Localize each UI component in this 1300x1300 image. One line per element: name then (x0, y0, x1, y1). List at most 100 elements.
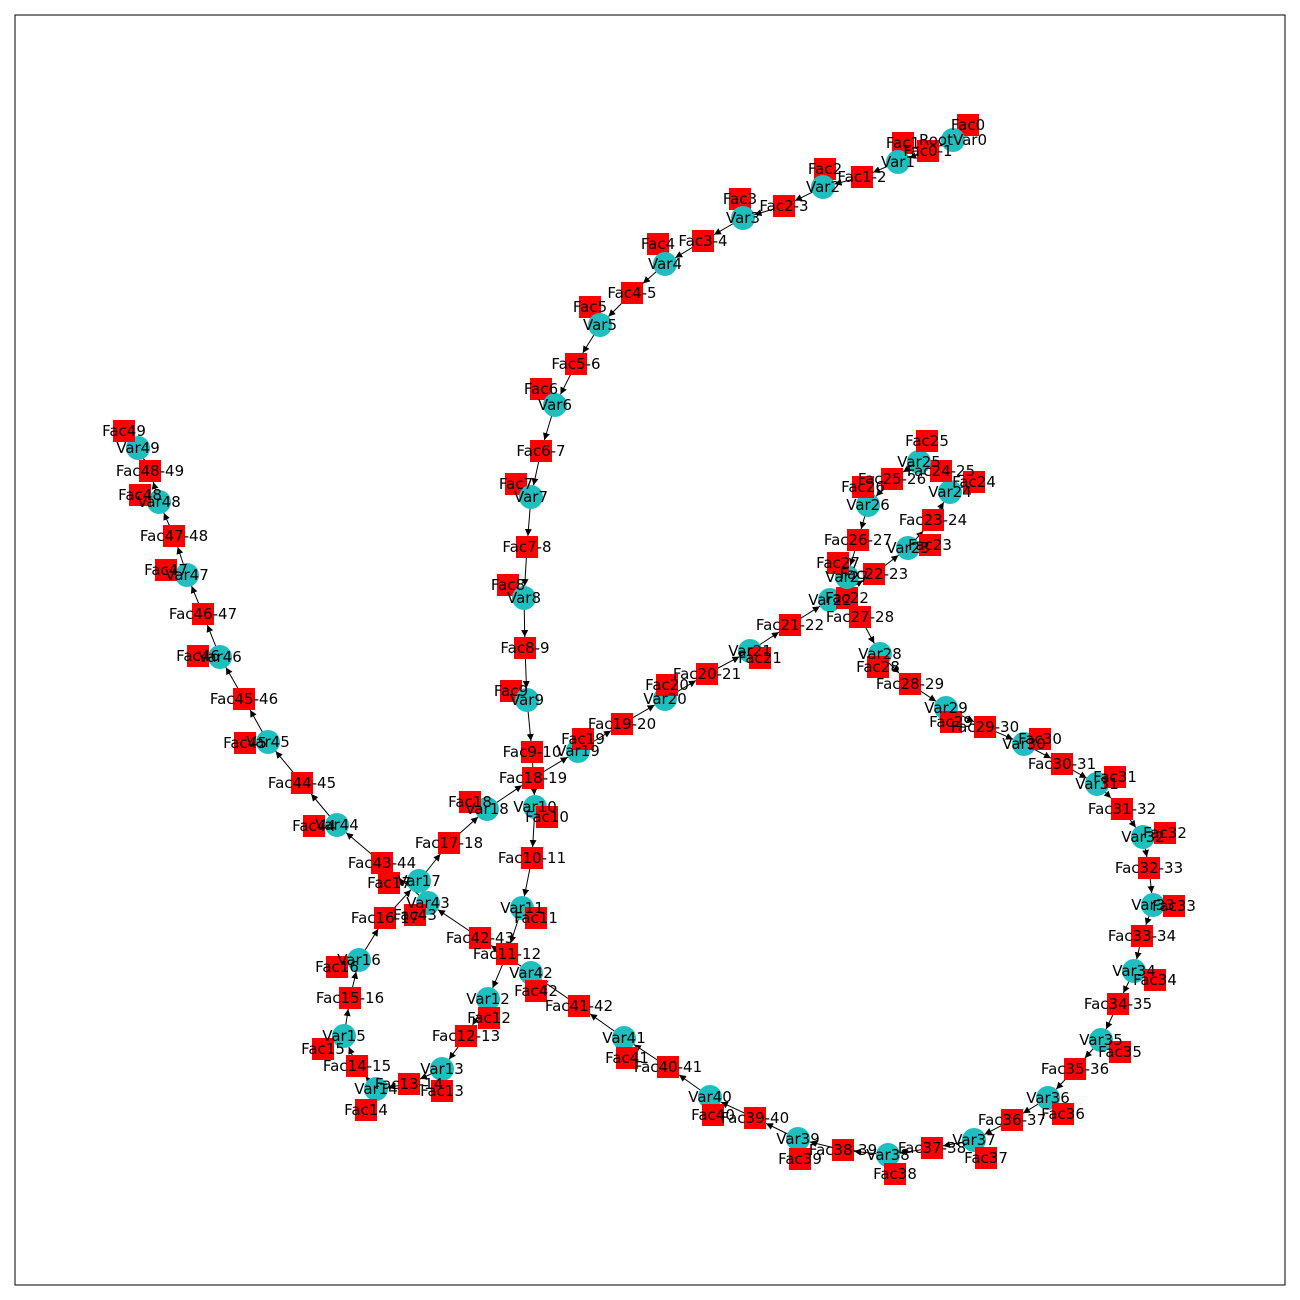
node-label-fac42-43: Fac42-43 (446, 929, 514, 947)
variable-node-var38 (876, 1143, 900, 1167)
node-label-var24: Var24 (928, 483, 972, 501)
factor-node-fac48-49 (139, 460, 161, 482)
factor-node-fac6 (530, 378, 552, 400)
factor-node-fac42 (525, 980, 547, 1002)
node-label-fac3: Fac3 (723, 190, 757, 208)
factor-node-fac27-28 (849, 606, 871, 628)
factor-node-fac13-14 (398, 1073, 420, 1095)
variable-node-var16 (347, 948, 371, 972)
factor-node-fac23-24 (922, 509, 944, 531)
node-label-fac44-45: Fac44-45 (268, 774, 336, 792)
factor-node-fac15-16 (339, 987, 361, 1009)
node-label-fac29-30: Fac29-30 (951, 718, 1019, 736)
node-label-var28: Var28 (858, 645, 902, 663)
node-label-fac48: Fac48 (118, 486, 162, 504)
factor-node-fac26-27 (847, 529, 869, 551)
node-label-fac12-13: Fac12-13 (432, 1027, 500, 1045)
node-label-fac0-1: Fac0-1 (903, 142, 952, 160)
factor-node-fac49 (113, 420, 135, 442)
factor-node-fac3-4 (692, 230, 714, 252)
factor-node-fac18-19 (522, 767, 544, 789)
node-label-fac14: Fac14 (344, 1101, 388, 1119)
factor-node-fac13 (431, 1080, 453, 1102)
node-label-var34: Var34 (1112, 962, 1156, 980)
node-label-fac15-16: Fac15-16 (316, 989, 384, 1007)
factor-node-fac33 (1163, 895, 1185, 917)
node-label-fac43: Fac43 (393, 906, 437, 924)
factor-node-fac18 (459, 791, 481, 813)
factor-node-fac5 (579, 296, 601, 318)
node-label-var4: Var4 (648, 255, 682, 273)
factor-node-fac19-20 (611, 713, 633, 735)
node-label-fac25: Fac25 (905, 432, 949, 450)
variable-node-var45 (256, 730, 280, 754)
node-label-var37: Var37 (952, 1131, 996, 1149)
node-label-var32: Var32 (1121, 828, 1165, 846)
node-label-fac39: Fac39 (778, 1150, 822, 1168)
node-label-fac38-39: Fac38-39 (809, 1141, 877, 1159)
factor-node-fac25 (916, 430, 938, 452)
node-label-var30: Var30 (1002, 735, 1046, 753)
node-label-fac10: Fac10 (525, 808, 569, 826)
factor-node-fac26 (852, 476, 874, 498)
factor-node-fac10 (536, 806, 558, 828)
node-label-var42: Var42 (509, 964, 553, 982)
node-label-var29: Var29 (924, 699, 968, 717)
factor-node-fac8-9 (514, 637, 536, 659)
variable-node-var41 (612, 1026, 636, 1050)
node-label-fac41-42: Fac41-42 (545, 997, 613, 1015)
variable-node-var2 (811, 175, 835, 199)
factor-node-fac29 (940, 711, 962, 733)
nodes-layer (113, 114, 1185, 1185)
node-label-fac30-31: Fac30-31 (1028, 755, 1096, 773)
node-label-fac24-25: Fac24-25 (907, 462, 975, 480)
factor-node-fac8 (497, 574, 519, 596)
node-label-var41: Var41 (602, 1029, 646, 1047)
node-label-var5: Var5 (583, 316, 617, 334)
factor-node-fac37-38 (921, 1137, 943, 1159)
variable-node-var40 (698, 1085, 722, 1109)
factor-node-fac7-8 (516, 536, 538, 558)
factor-node-fac46 (187, 645, 209, 667)
node-label-var46: Var46 (198, 648, 242, 666)
variable-node-var15 (332, 1024, 356, 1048)
factor-node-fac47 (155, 559, 177, 581)
node-label-fac5: Fac5 (573, 298, 607, 316)
node-label-fac36: Fac36 (1041, 1105, 1085, 1123)
node-label-var7: Var7 (514, 488, 548, 506)
factor-node-fac24-25 (930, 460, 952, 482)
node-label-var27: Var27 (825, 568, 869, 586)
node-label-fac3-4: Fac3-4 (678, 232, 727, 250)
node-label-fac21-22: Fac21-22 (756, 616, 824, 634)
factor-node-fac31 (1104, 766, 1126, 788)
node-label-fac46: Fac46 (176, 647, 220, 665)
factor-node-fac1-2 (851, 166, 873, 188)
node-label-fac16: Fac16 (315, 958, 359, 976)
node-label-var20: Var20 (643, 690, 687, 708)
variable-node-var42 (519, 961, 543, 985)
node-label-var14: Var14 (354, 1080, 398, 1098)
node-label-fac30: Fac30 (1018, 730, 1062, 748)
factor-node-fac10-11 (521, 847, 543, 869)
node-label-fac48-49: Fac48-49 (116, 462, 184, 480)
node-label-var1: Var1 (881, 153, 915, 171)
factor-node-fac41 (616, 1047, 638, 1069)
node-label-fac40-41: Fac40-41 (634, 1058, 702, 1076)
node-label-var8: Var8 (507, 589, 541, 607)
factor-node-fac38-39 (832, 1139, 854, 1161)
node-label-fac27: Fac27 (816, 554, 860, 572)
node-label-fac26: Fac26 (841, 478, 885, 496)
factor-node-fac42-43 (469, 927, 491, 949)
factor-node-fac45 (234, 732, 256, 754)
variable-node-var9 (515, 688, 539, 712)
factor-node-fac21-22 (779, 614, 801, 636)
variable-node-var26 (856, 493, 880, 517)
node-label-fac6: Fac6 (524, 380, 558, 398)
node-label-fac42: Fac42 (514, 982, 558, 1000)
node-label-var9: Var9 (510, 691, 544, 709)
node-label-var39: Var39 (776, 1130, 820, 1148)
node-label-var2: Var2 (806, 178, 840, 196)
node-label-var31: Var31 (1075, 775, 1119, 793)
node-label-fac49: Fac49 (102, 422, 146, 440)
factor-node-fac30-31 (1051, 753, 1073, 775)
